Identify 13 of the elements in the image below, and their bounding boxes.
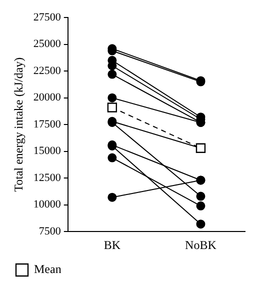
y-tick-label: 15000 [33,145,62,158]
y-tick-label: 22500 [33,64,62,77]
x-tick-label: BK [104,238,121,252]
y-tick-label: 7500 [38,225,62,238]
y-tick-label: 20000 [33,92,62,104]
y-tick-label: 10000 [33,198,62,211]
y-tick-label: 12500 [33,172,62,184]
y-tick-label: 17500 [33,118,62,130]
y-tick-label: 25000 [33,38,62,50]
legend-label: Mean [34,262,62,276]
y-tick-label: 27500 [33,11,62,24]
x-tick-label: NoBK [185,238,217,252]
y-axis-title: Total energy intake (kJ/day) [11,57,26,192]
